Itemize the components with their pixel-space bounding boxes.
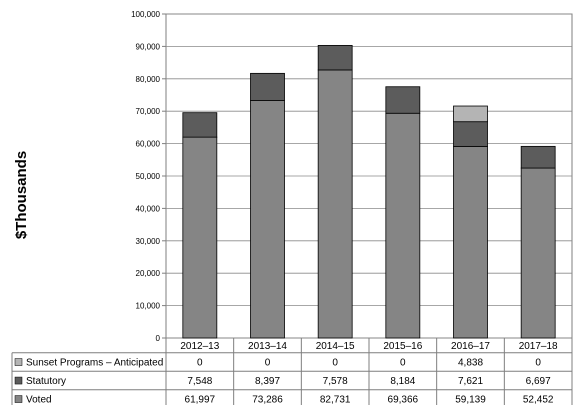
bar-segment-voted bbox=[385, 112, 421, 339]
table-cell-value: 73,286 bbox=[252, 395, 283, 405]
x-category-label: 2013–14 bbox=[248, 341, 287, 352]
y-tick-label: 90,000 bbox=[136, 42, 161, 51]
table-cell-value: 8,397 bbox=[255, 376, 280, 387]
bar-segment-statutory bbox=[250, 72, 285, 101]
table-cell-value: 52,452 bbox=[523, 395, 554, 405]
table-cell-value: 7,621 bbox=[458, 376, 483, 387]
x-category-label: 2015–16 bbox=[383, 341, 422, 352]
y-tick-label: 80,000 bbox=[136, 75, 161, 84]
bar-segment-voted bbox=[317, 69, 353, 339]
bar-segment-sunset-programs-anticipated bbox=[453, 105, 488, 123]
data-table: 2012–13 2013–14 2014–15 2015–16 2016–17 2017–… bbox=[11, 338, 573, 405]
legend-swatch bbox=[14, 376, 23, 385]
gridlines bbox=[165, 13, 573, 339]
table-cell-value: 6,697 bbox=[526, 376, 551, 387]
y-tick-label: 40,000 bbox=[136, 204, 161, 213]
x-category-label: 2014–15 bbox=[316, 341, 355, 352]
y-axis-label: $Thousands bbox=[13, 151, 30, 239]
y-axis-ticks: 0 10,000 20,000 30,000 40,000 50,000 60,000 70,… bbox=[131, 10, 166, 343]
legend-swatch bbox=[14, 395, 23, 403]
table-cell-value: 7,578 bbox=[323, 376, 348, 387]
table-cell-value: 0 bbox=[197, 358, 203, 369]
table-cell-value: 0 bbox=[535, 358, 541, 369]
table-cell-value: 0 bbox=[400, 358, 406, 369]
table-cell-value: 69,366 bbox=[388, 395, 419, 405]
bar-segment-voted bbox=[182, 136, 218, 339]
legend-swatch bbox=[14, 358, 23, 366]
bar-segment-voted bbox=[453, 145, 488, 339]
table-cell-value: 4,838 bbox=[458, 358, 483, 369]
bar-segment-statutory bbox=[317, 44, 353, 71]
legend-label: Voted bbox=[26, 395, 52, 405]
y-tick-label: 0 bbox=[156, 334, 161, 343]
table-cell-value: 0 bbox=[332, 358, 338, 369]
x-category-label: 2017–18 bbox=[519, 341, 558, 352]
y-tick-label: 10,000 bbox=[136, 302, 161, 311]
x-category-label: 2016–17 bbox=[451, 341, 490, 352]
y-tick-label: 50,000 bbox=[136, 172, 161, 181]
y-tick-label: 100,000 bbox=[131, 10, 160, 19]
table-cell-value: 59,139 bbox=[455, 395, 486, 405]
y-tick-label: 20,000 bbox=[136, 269, 161, 278]
y-tick-label: 70,000 bbox=[136, 107, 161, 116]
table-cell-value: 82,731 bbox=[320, 395, 351, 405]
bar-segment-statutory bbox=[520, 145, 556, 169]
bar-segment-statutory bbox=[182, 112, 218, 138]
bar-segment-voted bbox=[250, 100, 285, 339]
table-cell-value: 8,184 bbox=[390, 376, 415, 387]
bar-segment-voted bbox=[520, 167, 556, 339]
legend-label: Sunset Programs – Anticipated bbox=[26, 358, 163, 369]
bars bbox=[182, 44, 556, 339]
table-cell-value: 0 bbox=[265, 358, 271, 369]
table-cell-value: 61,997 bbox=[185, 395, 216, 405]
table-cell-value: 7,548 bbox=[187, 376, 212, 387]
bar-segment-statutory bbox=[385, 86, 421, 114]
x-category-label: 2012–13 bbox=[180, 341, 219, 352]
y-tick-label: 60,000 bbox=[136, 140, 161, 149]
y-tick-label: 30,000 bbox=[136, 237, 161, 246]
bar-segment-statutory bbox=[453, 121, 488, 147]
legend-label: Statutory bbox=[26, 376, 66, 387]
